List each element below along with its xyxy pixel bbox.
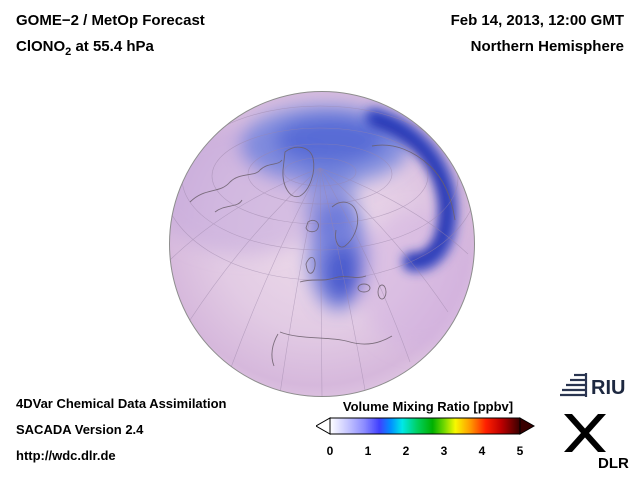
coastlines: [189, 144, 456, 367]
version-label: SACADA Version 2.4: [16, 422, 144, 437]
species-name: ClONO: [16, 38, 66, 55]
header-right: Feb 14, 2013, 12:00 GMT Northern Hemisph…: [451, 12, 624, 64]
tick-4: 4: [478, 444, 486, 458]
species-subscript: 2: [65, 46, 72, 58]
tick-3: 3: [440, 444, 448, 458]
url-label: http://wdc.dlr.de: [16, 448, 116, 463]
colorbar-title: Volume Mixing Ratio [ppbv]: [342, 399, 514, 414]
colorbar-gradient-bar: [329, 417, 521, 435]
data-overlay: [169, 105, 475, 350]
colorbar-scale: [314, 417, 536, 435]
header-left: GOME−2 / MetOp Forecast ClONO2 at 55.4 h…: [16, 12, 205, 67]
tick-0: 0: [326, 444, 334, 458]
colorbar-right-arrow: [519, 417, 536, 435]
globe-map: [160, 82, 484, 406]
hemisphere-label: Northern Hemisphere: [470, 38, 624, 55]
colorbar: Volume Mixing Ratio [ppbv] 0 1 2 3 4 5: [314, 399, 540, 458]
dlr-logo-text: DLR: [598, 455, 629, 472]
dlr-logo-icon: DLR: [564, 414, 629, 472]
tick-2: 2: [402, 444, 410, 458]
colorbar-ticks: 0 1 2 3 4 5: [316, 444, 540, 458]
globe-outline: [169, 91, 475, 397]
footer-credits: 4DVar Chemical Data Assimilation SACADA …: [16, 396, 227, 474]
assimilation-label: 4DVar Chemical Data Assimilation: [16, 396, 227, 411]
pressure-level: at 55.4 hPa: [71, 38, 154, 55]
globe-svg: [169, 91, 475, 397]
datetime-label: Feb 14, 2013, 12:00 GMT: [450, 12, 624, 29]
species-pressure-line: ClONO2 at 55.4 hPa: [16, 38, 205, 58]
high-value-arc: [365, 108, 458, 273]
colorbar-left-arrow: [314, 417, 331, 435]
dlr-logo: DLR: [558, 406, 630, 477]
forecast-title: GOME−2 / MetOp Forecast: [16, 12, 205, 29]
tick-5: 5: [516, 444, 524, 458]
riu-logo-icon: RIU: [560, 373, 625, 399]
riu-logo: RIU: [560, 370, 628, 405]
riu-logo-text: RIU: [591, 377, 625, 399]
tick-1: 1: [364, 444, 372, 458]
